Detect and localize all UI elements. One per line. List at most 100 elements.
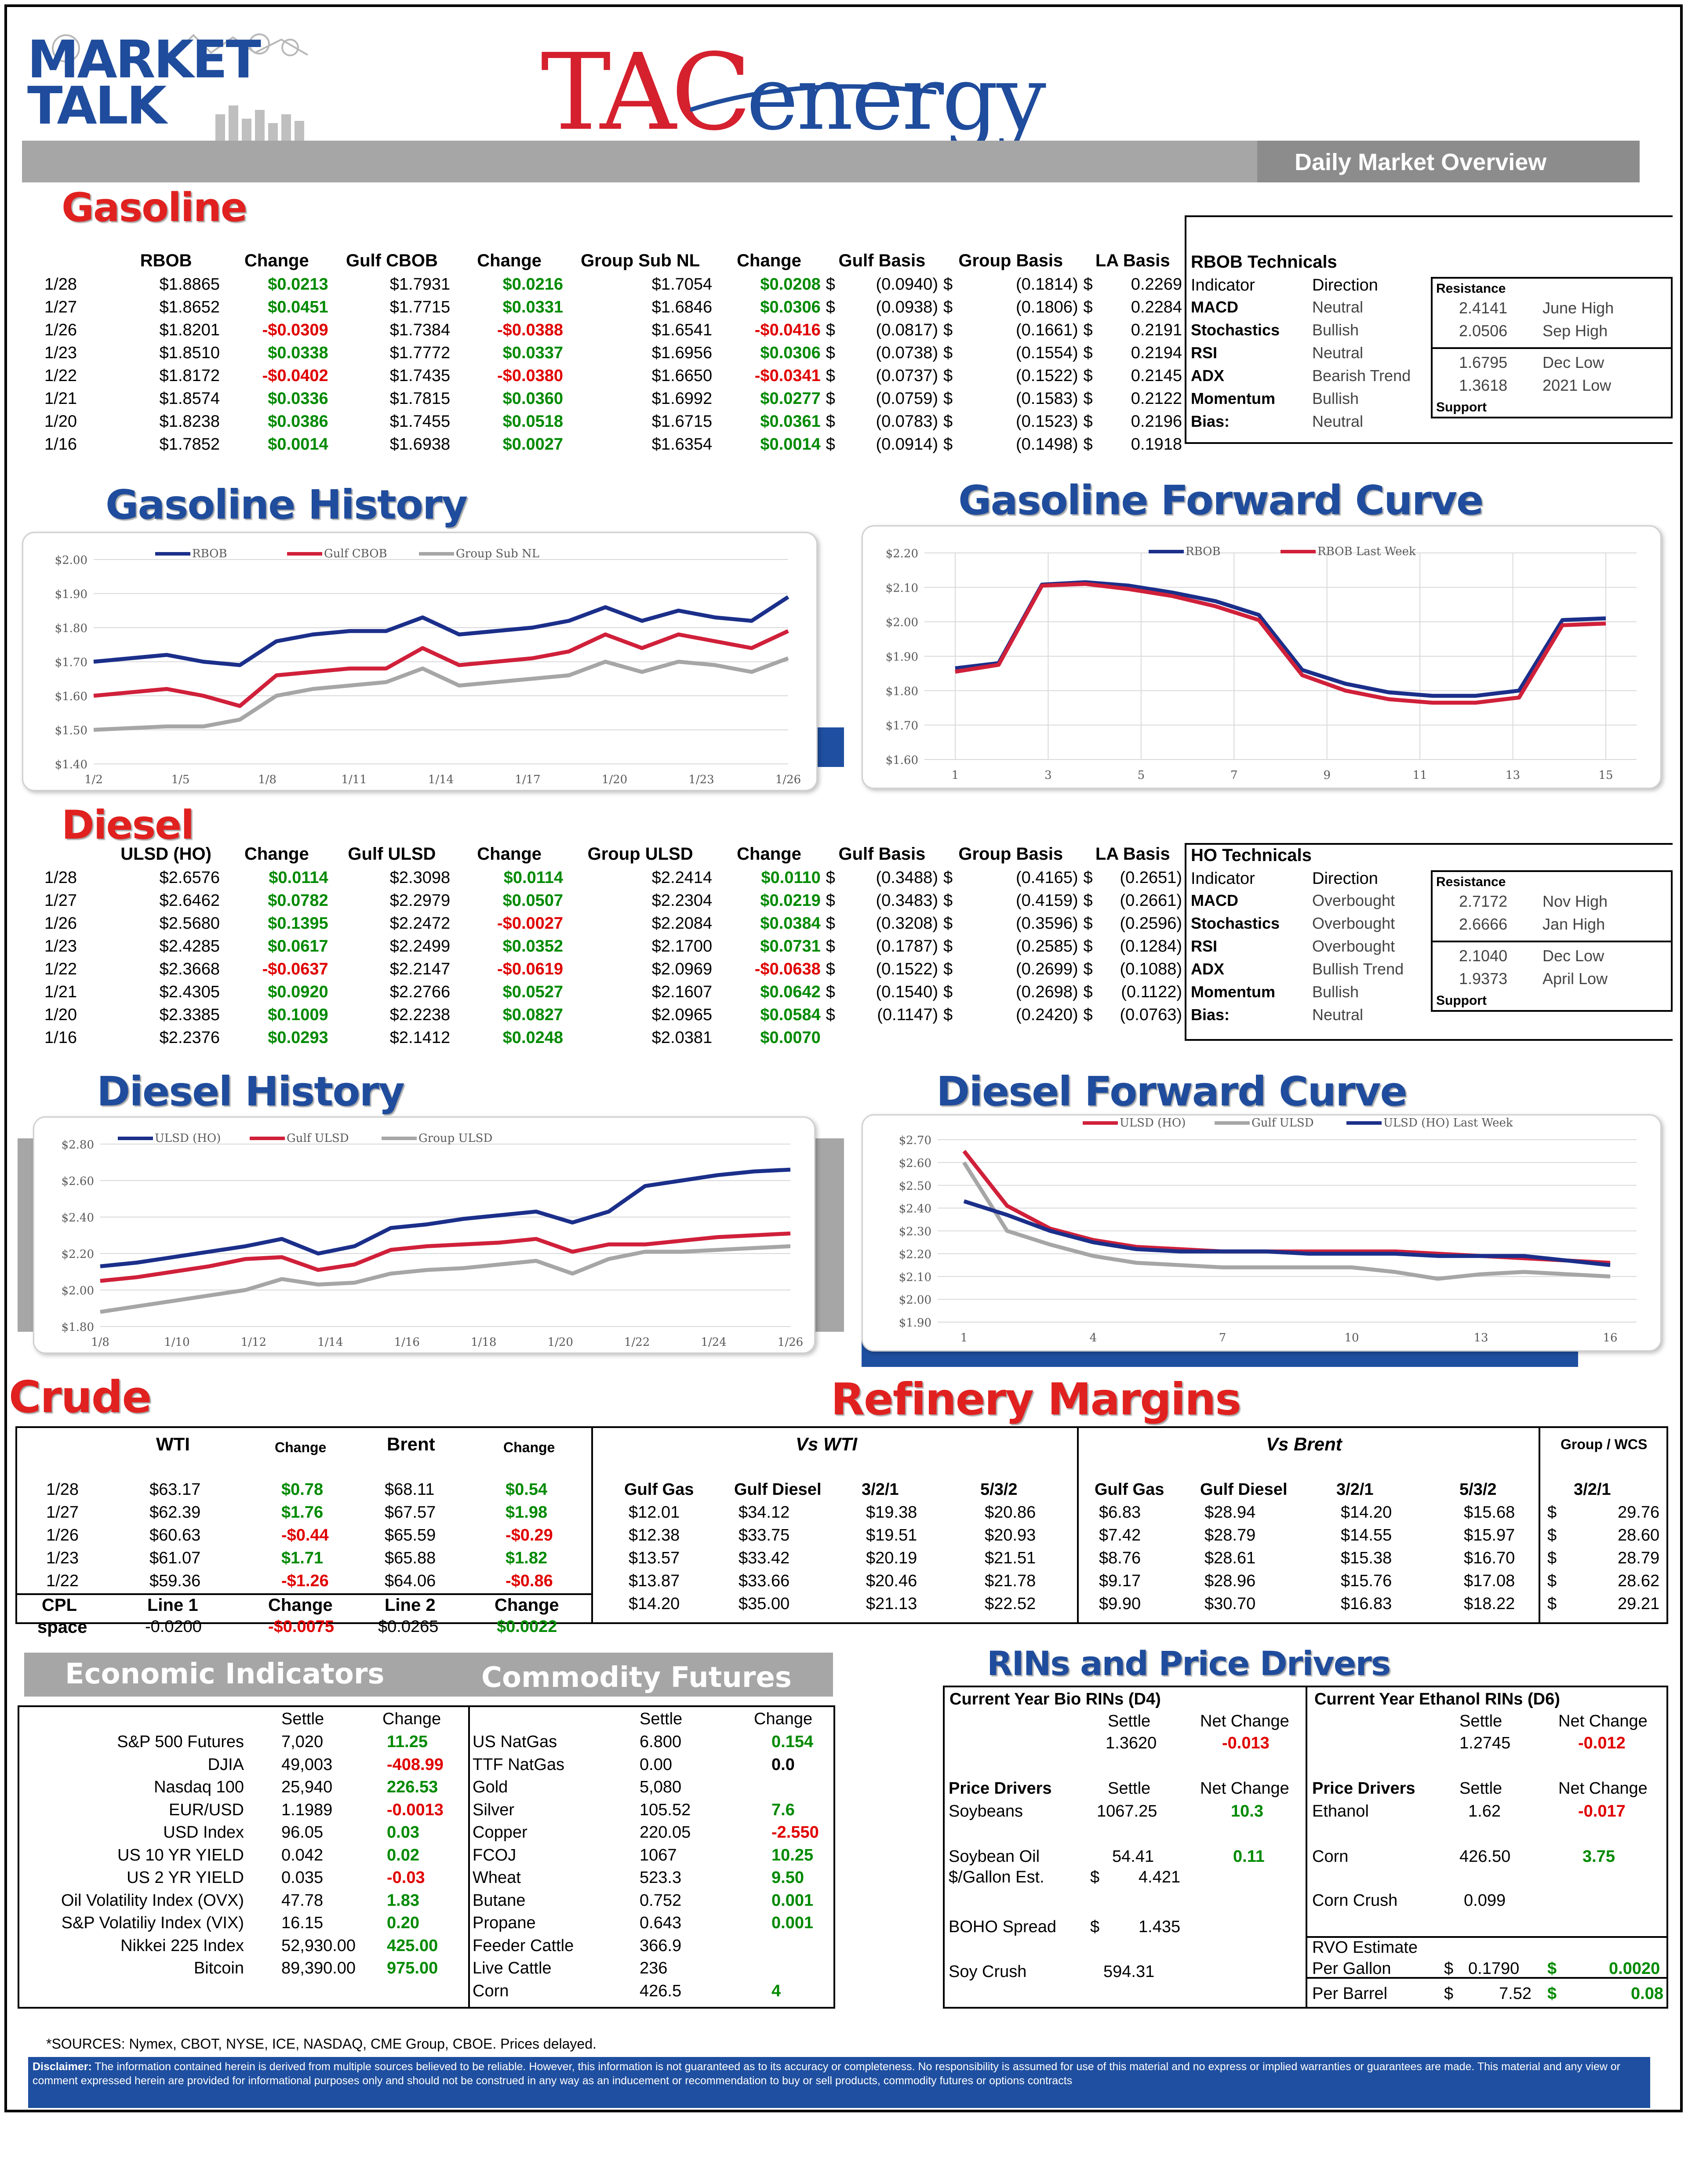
cell-group: $1.6715 [566, 410, 715, 433]
commod-change: 0.001 [771, 1914, 814, 1932]
crude-wti: $60.63 [149, 1526, 201, 1544]
cell-value: (0.2651) [1120, 868, 1182, 887]
corn-label: Corn [1312, 1847, 1349, 1866]
ref-col-header: 5/3/2 [980, 1480, 1018, 1499]
tech-indicator: RSI [1191, 344, 1218, 362]
econ-name: Bitcoin [193, 1959, 244, 1977]
d6-title: Current Year Ethanol RINs (D6) [1314, 1690, 1560, 1708]
support-label: Support [1436, 400, 1487, 414]
line2-value: $0.0265 [378, 1617, 439, 1636]
ref-wti-cell: $22.52 [985, 1595, 1036, 1613]
cell-value: (0.3208) [876, 914, 938, 933]
crude-h-wti: WTI [156, 1434, 190, 1454]
refinery-title: Refinery Margins [831, 1374, 1241, 1425]
commod-h-settle: Settle [640, 1710, 683, 1728]
crude-date: 1/27 [46, 1503, 79, 1522]
cell-grb: $ (0.4165) [941, 866, 1081, 889]
cell-value: (0.4165) [1016, 868, 1078, 887]
cell-rbob: $2.2376 [109, 1026, 222, 1049]
ref-wti-cell: $21.13 [866, 1595, 917, 1613]
market-talk-line2: TALK [27, 75, 167, 136]
tech-indicator: Momentum [1191, 983, 1275, 1001]
cell-value: $1.6715 [651, 412, 713, 431]
cell-value: $0.0507 [502, 891, 564, 910]
dollar-sign: $ [1090, 1868, 1100, 1886]
cell-value: $0.0451 [268, 298, 328, 316]
soy-crush-value: 594.31 [1103, 1962, 1155, 1981]
cell-value: $1.8238 [159, 412, 220, 431]
cell-value: 1/26 [44, 320, 77, 339]
econ-settle: 16.15 [281, 1914, 324, 1932]
cell-value: 0.2145 [1131, 366, 1182, 385]
cell-c3: $0.0219 [715, 889, 823, 912]
cell-c2: -$0.0619 [453, 958, 566, 981]
series-line [100, 1231, 791, 1283]
dollar-sign: $ [1444, 1959, 1454, 1978]
cell-value: 1/20 [44, 412, 77, 431]
cell-value: (0.1522) [876, 959, 938, 978]
y-tick-label: $2.10 [886, 581, 918, 595]
cell-value: $2.2238 [389, 1005, 451, 1024]
cell-value: 1/22 [44, 959, 77, 978]
cell-value: (0.0759) [876, 389, 938, 408]
x-tick-label: 1/17 [515, 773, 540, 786]
commod-settle: 523.3 [640, 1868, 682, 1887]
crude-wti-change: -$1.26 [281, 1572, 329, 1590]
ref-brent-cell: $28.79 [1204, 1526, 1256, 1544]
legend-label: ULSD (HO) [155, 1132, 221, 1145]
legend-label: Gulf CBOB [324, 547, 387, 560]
level-label: June High [1542, 299, 1614, 317]
commod-h-change: Change [754, 1710, 813, 1728]
crude-brent-change: -$0.29 [506, 1526, 553, 1544]
cell-grb: $ (0.4159) [941, 889, 1081, 912]
diesel-forward-title: Diesel Forward Curve [936, 1068, 1408, 1115]
commod-change: 0.154 [771, 1733, 814, 1751]
cell-c2: $0.0507 [453, 889, 566, 912]
crude-h-change2: Change [503, 1439, 555, 1455]
cell-gb: $ (0.0738) [823, 342, 941, 364]
cell-value: 1/16 [44, 1028, 77, 1047]
cell-group: $2.2414 [566, 866, 715, 889]
x-tick-label: 1/2 [84, 773, 103, 786]
cell-la: $ (0.1122) [1081, 981, 1185, 1003]
crude-wti-change: $0.78 [281, 1480, 324, 1499]
legend-label: Group Sub NL [456, 547, 539, 560]
legend-label: RBOB [192, 547, 227, 560]
cell-la: $ (0.2651) [1081, 866, 1185, 889]
soyoil-settle: 54.41 [1112, 1847, 1154, 1866]
dollar-sign: $ [1083, 412, 1093, 431]
x-tick-label: 1/20 [547, 1336, 573, 1349]
cell-value: -$0.0402 [262, 366, 328, 385]
cell-c2: -$0.0027 [453, 912, 566, 935]
tech-indicator: Stochastics [1191, 914, 1280, 932]
cell-value: 1/27 [44, 891, 77, 910]
y-tick-label: $1.60 [886, 754, 918, 767]
commod-name: Live Cattle [473, 1959, 552, 1977]
x-tick-label: 1/14 [428, 773, 454, 786]
line1-change: -$0.0075 [268, 1617, 335, 1636]
legend-label: Gulf ULSD [287, 1132, 349, 1145]
dollar-sign: $ [826, 891, 835, 910]
x-tick-label: 1/20 [602, 773, 627, 786]
ref-wti-cell: $20.86 [985, 1503, 1036, 1522]
ref-wti-cell: $12.38 [629, 1526, 680, 1544]
cell-c2: -$0.0388 [453, 319, 566, 342]
commod-change: 0.0 [771, 1755, 795, 1774]
commod-name: US NatGas [473, 1733, 557, 1751]
x-tick-label: 11 [1413, 769, 1427, 782]
econ-name: Oil Volatility Index (OVX) [61, 1891, 244, 1910]
x-tick-label: 5 [1138, 769, 1145, 782]
cell-value: $1.8574 [159, 389, 220, 408]
cell-value: 1/16 [44, 435, 77, 454]
econ-name: Nikkei 225 Index [120, 1936, 244, 1955]
level-value: 1.9373 [1459, 970, 1508, 988]
series-line [93, 629, 789, 708]
cell-c2: $0.0216 [453, 273, 566, 296]
ethanol-settle: 1.62 [1468, 1802, 1501, 1821]
cell-value: (0.0737) [876, 366, 938, 385]
cell-value: -$0.0341 [754, 366, 821, 385]
ref-brent-cell: $16.70 [1464, 1549, 1515, 1567]
cell-value: 1/28 [44, 868, 77, 887]
ref-col-header: 3/2/1 [862, 1480, 899, 1499]
cell-date: 1/16 [42, 1026, 109, 1049]
